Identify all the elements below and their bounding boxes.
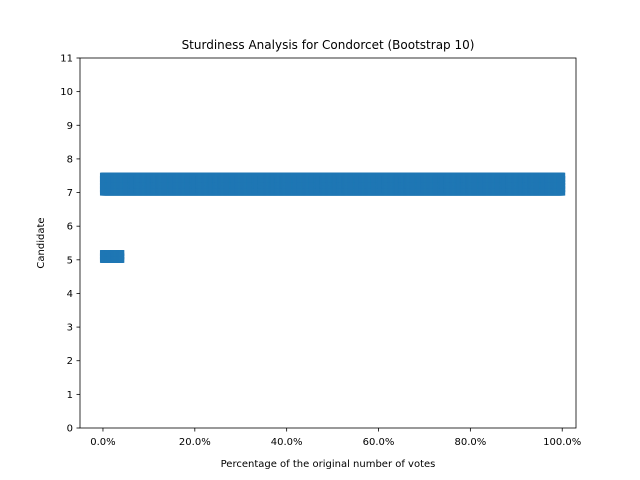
- series-0: [99, 172, 566, 196]
- plot-marks: [99, 172, 566, 263]
